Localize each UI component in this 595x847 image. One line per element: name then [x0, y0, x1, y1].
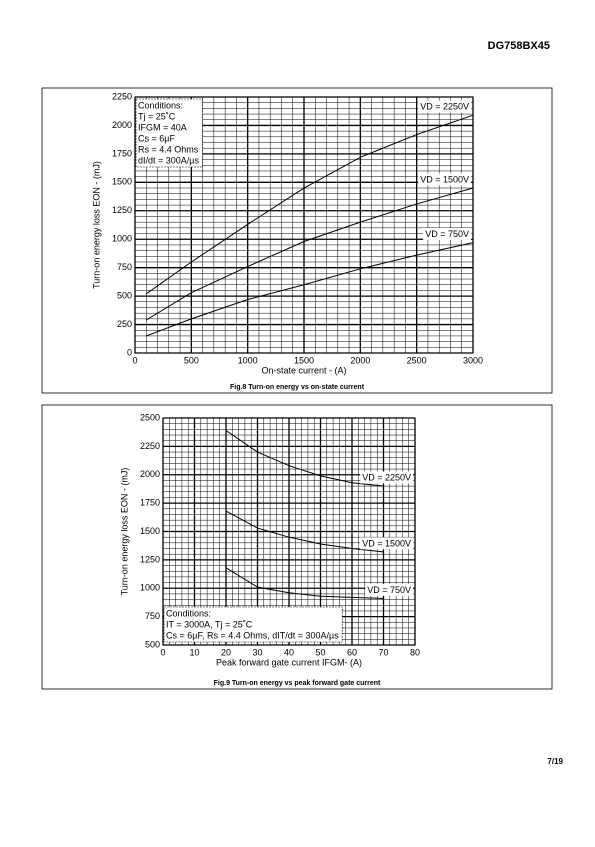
series-label: VD = 750V — [425, 229, 469, 239]
y-axis-label: Turn-on energy loss EON - (mJ) — [119, 468, 129, 596]
y-tick-label: 500 — [145, 639, 160, 649]
conditions-box — [163, 606, 343, 643]
conditions-text: Cs = 6µF — [138, 133, 175, 143]
x-tick-label: 2000 — [350, 355, 370, 365]
series-line — [225, 567, 384, 599]
page-number: 7/19 — [547, 757, 563, 766]
series-label: VD = 2250V — [420, 102, 469, 112]
x-tick-label: 30 — [252, 647, 262, 657]
series-label-bg — [418, 173, 471, 186]
x-tick-label: 0 — [160, 647, 165, 657]
conditions-text: IFGM = 40A — [138, 122, 187, 132]
series-label-bg — [360, 471, 413, 484]
conditions-text: Rs = 4.4 Ohms — [138, 144, 199, 154]
y-tick-label: 2250 — [140, 441, 160, 451]
x-tick-label: 2500 — [407, 355, 427, 365]
y-tick-label: 1250 — [140, 554, 160, 564]
y-tick-label: 500 — [117, 290, 132, 300]
doc-header: DG758BX45 — [488, 40, 550, 52]
y-tick-label: 0 — [127, 347, 132, 357]
y-axis-label: Turn-on energy loss EON - (mJ) — [91, 161, 101, 289]
series-line — [145, 114, 474, 295]
series-line — [225, 430, 384, 487]
figure-frame — [41, 404, 553, 690]
x-tick-label: 1000 — [238, 355, 258, 365]
figure-frame — [41, 87, 553, 394]
conditions-text: Cs = 6µF, Rs = 4.4 Ohms, dIT/dt = 300A/µ… — [166, 630, 339, 640]
y-tick-label: 1000 — [140, 583, 160, 593]
figure-caption: Fig.9 Turn-on energy vs peak forward gat… — [214, 680, 381, 687]
figure-caption: Fig.8 Turn-on energy vs on-state current — [230, 384, 365, 391]
y-tick-label: 2500 — [140, 412, 160, 422]
x-tick-label: 0 — [132, 355, 137, 365]
series-label: VD = 1500V — [420, 174, 469, 184]
series-label: VD = 2250V — [362, 472, 411, 482]
series-line — [225, 510, 384, 553]
x-tick-label: 50 — [315, 647, 325, 657]
conditions-text: Tj = 25˚C — [138, 111, 176, 121]
x-tick-label: 3000 — [463, 355, 483, 365]
y-tick-label: 1500 — [112, 177, 132, 187]
series-line — [146, 187, 474, 321]
y-tick-label: 2000 — [112, 120, 132, 130]
series-label-bg — [423, 228, 471, 241]
conditions-text: IT = 3000A, Tj = 25˚C — [166, 619, 253, 629]
x-tick-label: 20 — [221, 647, 231, 657]
y-tick-label: 2000 — [140, 469, 160, 479]
x-tick-label: 60 — [347, 647, 357, 657]
y-tick-label: 2250 — [112, 91, 132, 101]
y-tick-label: 1750 — [112, 148, 132, 158]
y-tick-label: 1000 — [112, 234, 132, 244]
conditions-text: dI/dt = 300A/µs — [138, 155, 199, 165]
x-tick-label: 1500 — [294, 355, 314, 365]
y-tick-label: 250 — [117, 319, 132, 329]
x-tick-label: 40 — [284, 647, 294, 657]
x-tick-label: 80 — [410, 647, 420, 657]
conditions-box — [135, 98, 203, 168]
x-axis-label: Peak forward gate current IFGM- (A) — [216, 657, 362, 667]
y-tick-label: 750 — [117, 262, 132, 272]
x-tick-label: 10 — [189, 647, 199, 657]
y-tick-label: 1500 — [140, 526, 160, 536]
x-axis-label: On-state current - (A) — [261, 365, 346, 375]
conditions-text: Conditions: — [138, 100, 183, 110]
y-tick-label: 1250 — [112, 205, 132, 215]
x-tick-label: 500 — [184, 355, 199, 365]
conditions-text: Conditions: — [166, 608, 211, 618]
series-line — [146, 242, 474, 337]
series-label: VD = 750V — [367, 585, 411, 595]
y-tick-label: 750 — [145, 611, 160, 621]
series-label-bg — [418, 100, 471, 113]
series-label: VD = 1500V — [362, 538, 411, 548]
series-label-bg — [360, 537, 413, 550]
x-tick-label: 70 — [378, 647, 388, 657]
y-tick-label: 1750 — [140, 498, 160, 508]
series-label-bg — [365, 583, 413, 596]
